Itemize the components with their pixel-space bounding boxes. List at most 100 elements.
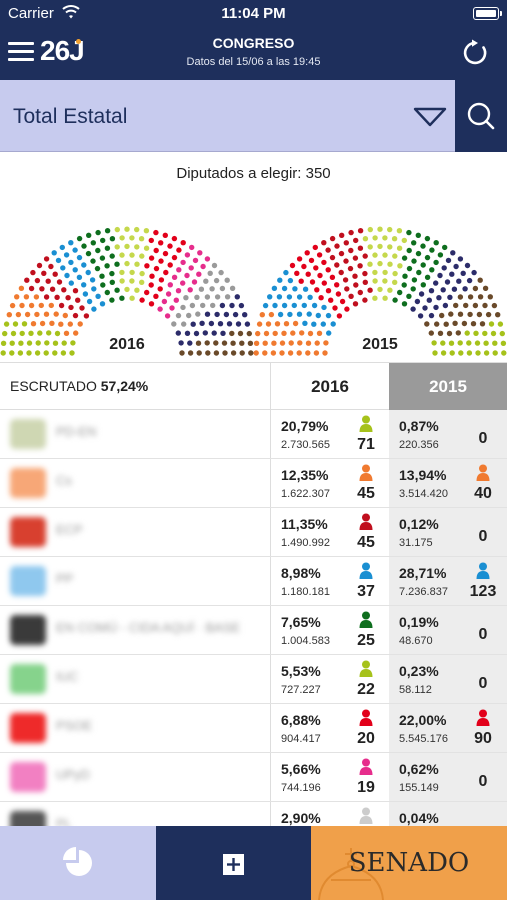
seat-dot [200, 263, 206, 270]
result-row[interactable]: PD-EN 20,79% 2.730.565 71 0,87% 220.356 0 [0, 410, 507, 459]
seat-dot [91, 286, 97, 292]
seat-dot [129, 269, 135, 276]
seat-dot [482, 302, 488, 309]
seat-dot [301, 302, 307, 309]
vote-count-2016: 744.196 [281, 782, 321, 794]
seat-dot [287, 277, 294, 284]
seat-dot [52, 271, 58, 277]
seat-dot [52, 340, 59, 346]
vote-percentage-2015: 0,04% [399, 810, 439, 826]
search-button[interactable] [455, 80, 507, 152]
seat-dot [53, 311, 59, 317]
seat-dot [483, 340, 489, 346]
seat-dot [109, 253, 115, 259]
hemicycle-charts: 2016 2015 [0, 226, 507, 356]
result-row[interactable]: ECP 11,35% 1.490.992 45 0,12% 31.175 0 [0, 508, 507, 557]
seat-dot [213, 350, 220, 356]
seat-dot [262, 350, 268, 356]
seat-dot [54, 330, 61, 337]
seat-dot [211, 330, 217, 336]
seat-dot [382, 295, 388, 301]
result-row[interactable]: IUC 5,53% 727.227 22 0,23% 58.112 0 [0, 655, 507, 704]
seat-dot [362, 236, 369, 242]
column-header-2016[interactable]: 2016 [270, 363, 389, 410]
result-2016: 11,35% 1.490.992 45 [270, 508, 389, 556]
region-selector[interactable]: Total Estatal [0, 80, 507, 152]
tab-charts[interactable] [0, 826, 156, 900]
seat-dot [253, 350, 259, 356]
seat-dot [420, 282, 426, 288]
seat-dot [441, 265, 447, 271]
person-icon [476, 709, 490, 726]
seat-dot [401, 301, 408, 307]
result-2016: 5,53% 727.227 22 [270, 655, 389, 703]
seat-dot [432, 350, 438, 356]
result-row[interactable]: PL 2,90% 0,04% [0, 802, 507, 826]
seat-dot [458, 350, 464, 356]
seat-dot [134, 261, 140, 267]
seats-2016: 25 [357, 632, 375, 649]
seat-dot [153, 247, 159, 254]
hamburger-icon[interactable] [8, 40, 36, 64]
seat-dot [114, 287, 120, 293]
seat-dot [153, 229, 159, 236]
seat-dot [199, 320, 205, 326]
seat-dot [433, 240, 439, 246]
result-row[interactable]: PP 8,98% 1.180.181 37 28,71% 7.236.837 123 [0, 557, 507, 606]
party-logo [10, 566, 46, 596]
seat-dot [453, 263, 459, 270]
seat-dot [175, 288, 182, 294]
seat-dot [43, 350, 49, 356]
seat-dot [0, 350, 6, 356]
seat-dot [247, 340, 254, 346]
seat-dot [158, 258, 164, 264]
results-list[interactable]: PD-EN 20,79% 2.730.565 71 0,87% 220.356 0 Cs 12,… [0, 410, 507, 826]
seat-dot [281, 330, 287, 336]
seat-dot [286, 294, 293, 300]
tab-add[interactable] [156, 826, 311, 900]
result-row[interactable]: UPyD 5,66% 744.196 19 0,62% 155.149 0 [0, 753, 507, 802]
seat-dot [443, 321, 449, 327]
result-row[interactable]: EN COMÚ - CIDA AQUÍ · BASE 7,65% 1.004.583… [0, 606, 507, 655]
seat-dot [30, 321, 37, 327]
seat-dot [181, 321, 187, 327]
seat-dot [353, 282, 359, 288]
seat-dot [10, 330, 17, 337]
seat-dot [119, 278, 125, 284]
status-bar: Carrier 11:04 PM [0, 0, 507, 28]
seats-2015: 0 [478, 675, 488, 692]
seat-dot [124, 243, 130, 250]
bottom-tab-bar: SENADO [0, 826, 507, 900]
refresh-icon[interactable] [461, 38, 491, 68]
seat-dot [90, 240, 97, 246]
seats-2015: 0 [478, 528, 488, 545]
vote-percentage-2015: 22,00% [399, 712, 447, 728]
seat-dot [95, 229, 101, 236]
seat-dot [124, 286, 130, 293]
seat-dot [437, 252, 444, 258]
seat-dot [195, 340, 202, 346]
tab-senado[interactable]: SENADO [311, 826, 507, 900]
seat-dot [26, 350, 32, 356]
seat-dot [415, 232, 421, 238]
seat-dot [367, 226, 373, 233]
result-row[interactable]: Cs 12,35% 1.622.307 45 13,94% 3.514.420 40 [0, 459, 507, 508]
party-name: UPyD [56, 767, 90, 782]
top-header: Carrier 11:04 PM 26J CONGRESO Datos del … [0, 0, 507, 80]
seat-dot [451, 286, 458, 292]
seat-dot [492, 340, 498, 346]
seat-dot [306, 311, 312, 317]
seat-dot [411, 277, 418, 283]
seat-dot [446, 330, 453, 337]
triangle-down-icon[interactable] [412, 106, 448, 128]
result-2015: 0,87% 220.356 0 [389, 410, 507, 458]
seat-dot [372, 269, 378, 276]
seat-dot [314, 340, 320, 346]
seat-dot [21, 321, 28, 327]
seat-dot [104, 289, 111, 296]
column-header-2015[interactable]: 2015 [389, 363, 507, 410]
seat-dot [301, 263, 307, 270]
seat-dot [334, 243, 340, 249]
seat-dot [437, 272, 443, 279]
result-row[interactable]: PSOE 6,88% 904.417 20 22,00% 5.545.176 90 [0, 704, 507, 753]
